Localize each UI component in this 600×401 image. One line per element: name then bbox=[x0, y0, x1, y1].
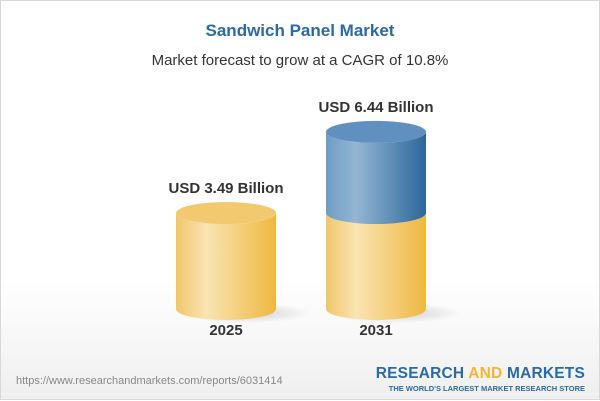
data-label: USD 6.44 Billion bbox=[318, 99, 433, 116]
logo-tagline: THE WORLD'S LARGEST MARKET RESEARCH STOR… bbox=[388, 384, 585, 393]
bar-growth-segment bbox=[326, 131, 426, 225]
chart-subtitle: Market forecast to grow at a CAGR of 10.… bbox=[151, 52, 449, 69]
logo-word: RESEARCH bbox=[375, 365, 465, 382]
category-label: 2031 bbox=[359, 322, 392, 339]
logo-word: MARKETS bbox=[506, 365, 585, 382]
research-and-markets-logo: RESEARCH AND MARKETS THE WORLD'S LARGEST… bbox=[376, 365, 585, 393]
chart-title: Sandwich Panel Market bbox=[205, 21, 395, 40]
data-label: USD 3.49 Billion bbox=[168, 180, 283, 197]
bar-top-2025 bbox=[176, 202, 276, 225]
bar-top-2031 bbox=[326, 120, 426, 143]
bar-2025 bbox=[176, 213, 276, 320]
bar-base-segment bbox=[326, 213, 426, 320]
logo-word: AND bbox=[468, 365, 503, 382]
report-url[interactable]: https://www.researchandmarkets.com/repor… bbox=[16, 375, 283, 387]
category-label: 2025 bbox=[209, 322, 242, 339]
